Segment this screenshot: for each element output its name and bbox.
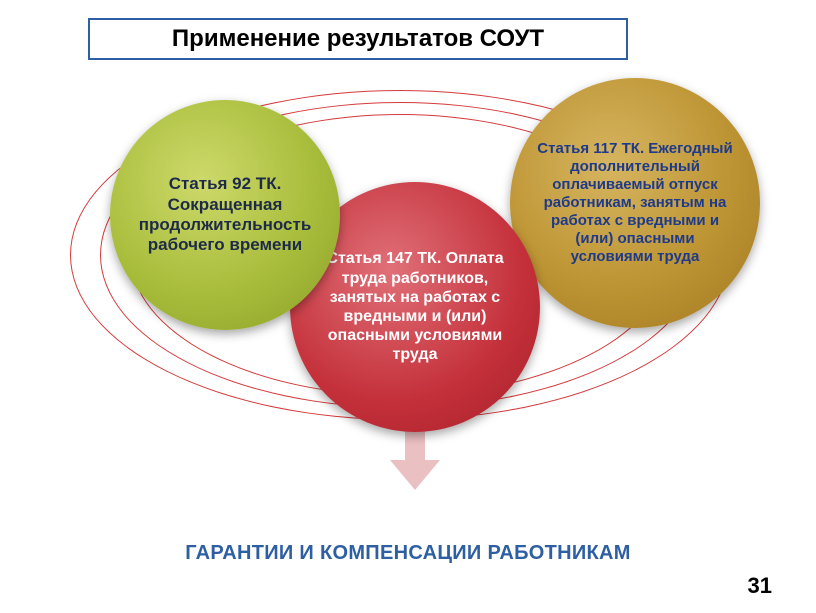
circle-article-117: Статья 117 ТК. Ежегодный дополнительный …	[510, 78, 760, 328]
page-number: 31	[748, 573, 772, 599]
circle-label-147: Статья 147 ТК. Оплата труда работников, …	[310, 249, 520, 364]
circle-label-117: Статья 117 ТК. Ежегодный дополнительный …	[530, 140, 740, 266]
page-title: Применение результатов СОУТ	[172, 25, 544, 53]
footer-caption: ГАРАНТИИ И КОМПЕНСАЦИИ РАБОТНИКАМ	[0, 542, 816, 565]
circle-label-92: Статья 92 ТК. Сокращенная продолжительно…	[130, 174, 320, 256]
title-box: Применение результатов СОУТ	[88, 18, 628, 60]
circle-article-92: Статья 92 ТК. Сокращенная продолжительно…	[110, 100, 340, 330]
diagram-canvas: Статья 117 ТК. Ежегодный дополнительный …	[70, 90, 730, 530]
